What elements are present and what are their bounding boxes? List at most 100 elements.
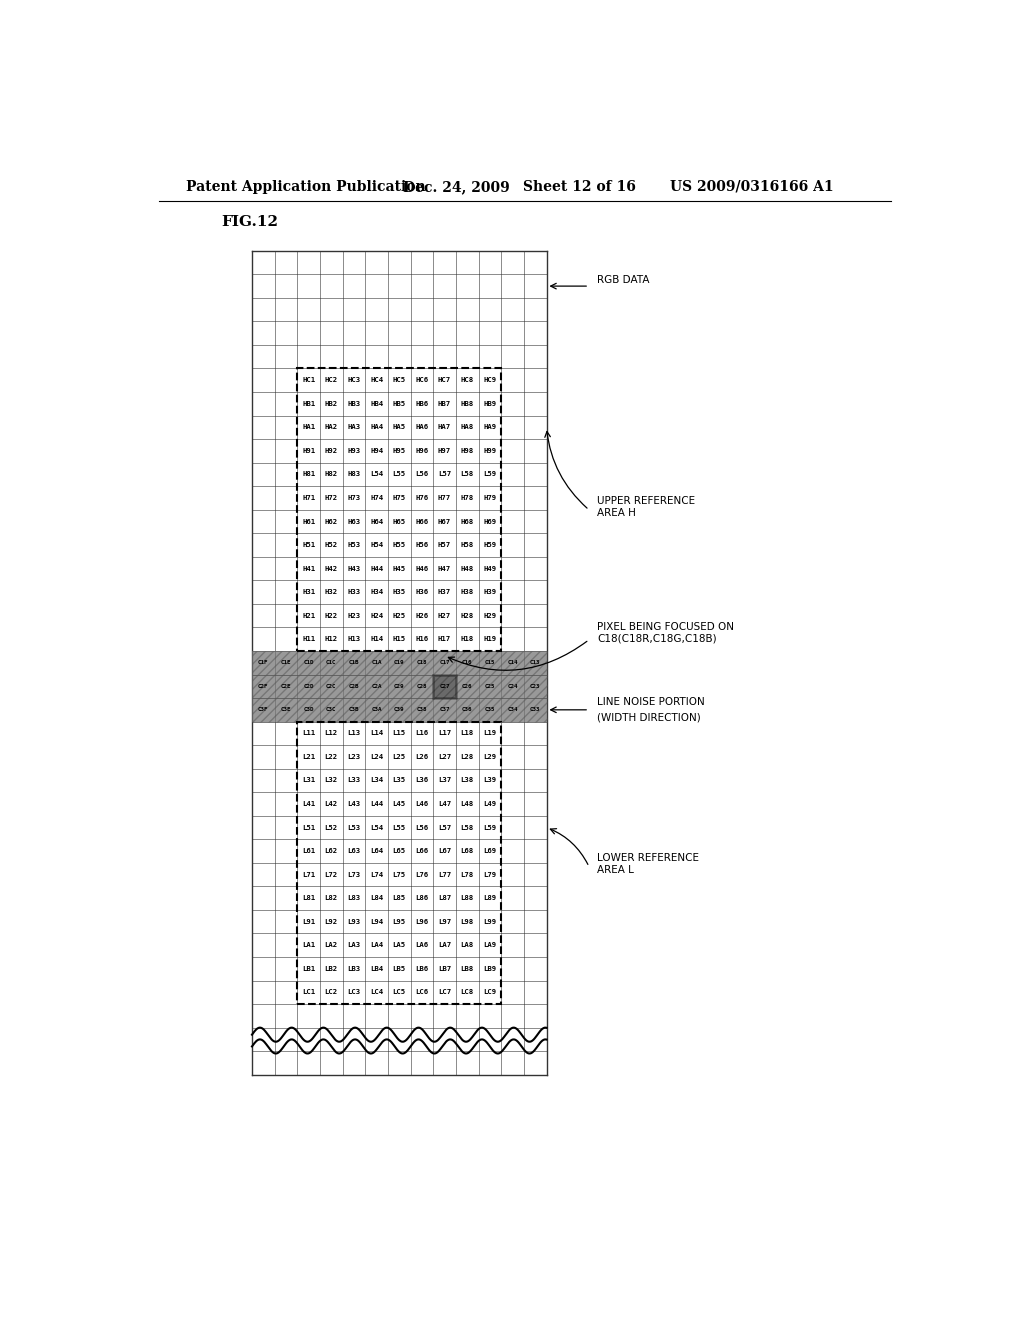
Text: L85: L85 (392, 895, 406, 902)
Text: H36: H36 (416, 589, 428, 595)
Text: L61: L61 (302, 847, 315, 854)
Text: L39: L39 (483, 777, 497, 784)
Text: C2D: C2D (303, 684, 314, 689)
Text: HA3: HA3 (347, 424, 360, 430)
Text: L97: L97 (438, 919, 452, 925)
Text: L83: L83 (347, 895, 360, 902)
Text: L64: L64 (370, 847, 383, 854)
Text: C35: C35 (484, 708, 496, 713)
Text: L31: L31 (302, 777, 315, 784)
Text: HB2: HB2 (325, 401, 338, 407)
Text: L37: L37 (438, 777, 452, 784)
Text: H49: H49 (483, 565, 497, 572)
Text: H97: H97 (438, 447, 452, 454)
Text: C23: C23 (530, 684, 541, 689)
Text: L23: L23 (347, 754, 360, 760)
Text: HC8: HC8 (461, 378, 474, 383)
Text: L73: L73 (347, 871, 360, 878)
Text: H27: H27 (438, 612, 452, 619)
Text: L55: L55 (392, 825, 406, 830)
Text: L58: L58 (461, 825, 474, 830)
Text: H13: H13 (347, 636, 360, 643)
Text: C3E: C3E (281, 708, 291, 713)
Text: L81: L81 (302, 895, 315, 902)
Text: H66: H66 (416, 519, 428, 524)
Text: HC6: HC6 (416, 378, 428, 383)
Text: H28: H28 (461, 612, 474, 619)
Text: RGB DATA: RGB DATA (597, 275, 649, 285)
Text: H77: H77 (438, 495, 452, 502)
Text: L59: L59 (483, 825, 497, 830)
Text: C27: C27 (439, 684, 450, 689)
Text: H31: H31 (302, 589, 315, 595)
Text: H34: H34 (370, 589, 383, 595)
Text: H99: H99 (483, 447, 497, 454)
Text: H57: H57 (438, 543, 452, 548)
Text: LC6: LC6 (416, 989, 428, 995)
Text: AREA H: AREA H (597, 508, 636, 517)
Text: L55: L55 (392, 471, 406, 478)
Text: H33: H33 (347, 589, 360, 595)
Text: HC7: HC7 (438, 378, 452, 383)
Text: L92: L92 (325, 919, 338, 925)
Text: H24: H24 (370, 612, 383, 619)
Text: HC1: HC1 (302, 378, 315, 383)
Text: L87: L87 (438, 895, 452, 902)
Text: L36: L36 (416, 777, 428, 784)
Text: HB1: HB1 (302, 401, 315, 407)
Text: HB6: HB6 (416, 401, 428, 407)
Text: LB3: LB3 (347, 966, 360, 972)
Text: C2C: C2C (326, 684, 337, 689)
Text: L38: L38 (461, 777, 474, 784)
Text: L13: L13 (347, 730, 360, 737)
Text: L82: L82 (325, 895, 338, 902)
Text: H22: H22 (325, 612, 338, 619)
Bar (252, 651, 547, 675)
Text: H44: H44 (370, 565, 383, 572)
Text: L49: L49 (483, 801, 497, 807)
Text: L95: L95 (392, 919, 406, 925)
Text: L96: L96 (416, 919, 428, 925)
Text: L15: L15 (392, 730, 406, 737)
Text: C38: C38 (417, 708, 427, 713)
Text: H95: H95 (392, 447, 406, 454)
Text: L63: L63 (347, 847, 360, 854)
Text: L69: L69 (483, 847, 497, 854)
Text: L54: L54 (370, 471, 383, 478)
Text: L77: L77 (438, 871, 452, 878)
Text: LA5: LA5 (392, 942, 406, 948)
Text: H12: H12 (325, 636, 338, 643)
Text: C28: C28 (417, 684, 427, 689)
Bar (252, 675, 547, 698)
Text: C24: C24 (507, 684, 518, 689)
Text: C2E: C2E (281, 684, 291, 689)
Text: H25: H25 (392, 612, 406, 619)
Text: L52: L52 (325, 825, 338, 830)
Text: LB4: LB4 (370, 966, 383, 972)
Text: H26: H26 (416, 612, 428, 619)
Text: C39: C39 (394, 708, 404, 713)
Text: C3A: C3A (372, 708, 382, 713)
Text: L57: L57 (438, 471, 452, 478)
Text: C1C: C1C (326, 660, 337, 665)
Text: C18: C18 (417, 660, 427, 665)
Text: L47: L47 (438, 801, 452, 807)
Text: L94: L94 (370, 919, 383, 925)
Text: L88: L88 (461, 895, 474, 902)
Text: C16: C16 (462, 660, 472, 665)
Text: H72: H72 (325, 495, 338, 502)
Text: C1A: C1A (372, 660, 382, 665)
Bar (252, 698, 547, 722)
Text: HA7: HA7 (438, 424, 452, 430)
Text: H61: H61 (302, 519, 315, 524)
Text: LC2: LC2 (325, 989, 338, 995)
Text: H32: H32 (325, 589, 338, 595)
Text: LOWER REFERENCE: LOWER REFERENCE (597, 853, 698, 863)
Text: HB8: HB8 (461, 401, 474, 407)
Text: L74: L74 (370, 871, 383, 878)
Text: LB2: LB2 (325, 966, 338, 972)
Text: L29: L29 (483, 754, 497, 760)
Text: H74: H74 (370, 495, 383, 502)
Text: H65: H65 (392, 519, 406, 524)
Text: PIXEL BEING FOCUSED ON: PIXEL BEING FOCUSED ON (597, 622, 734, 632)
